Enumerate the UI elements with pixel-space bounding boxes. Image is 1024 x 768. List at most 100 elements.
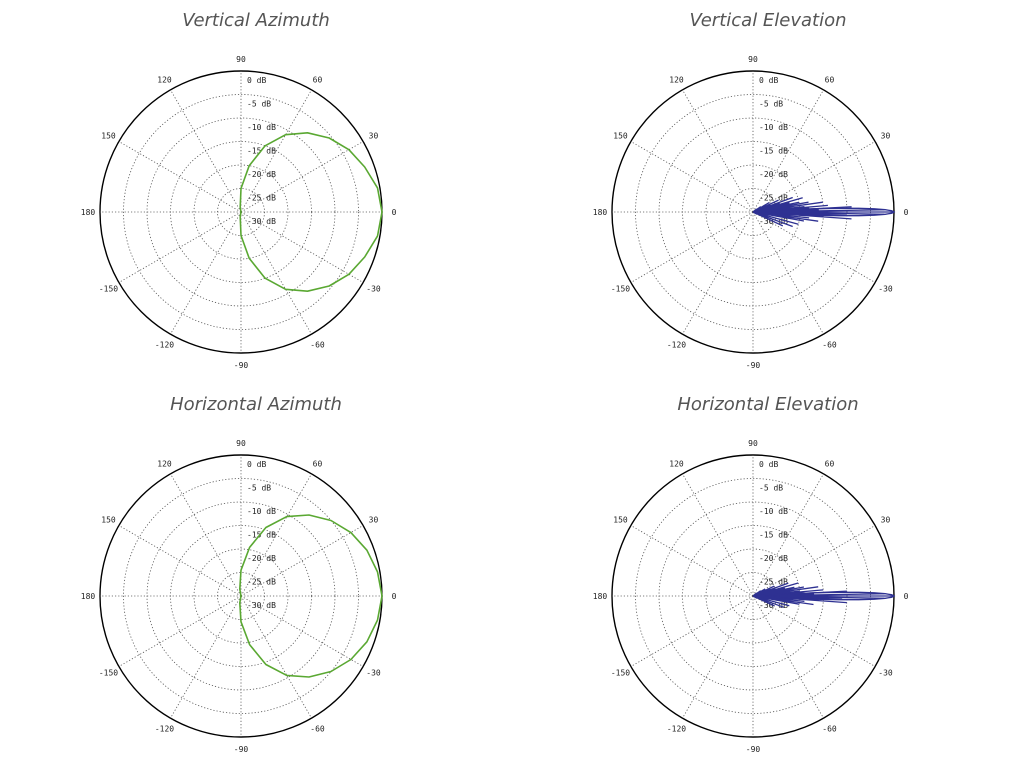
- grid-ring: [193, 164, 289, 260]
- radial-tick-label: -5 dB: [247, 484, 271, 493]
- radial-tick-label: -10 dB: [247, 507, 276, 516]
- radial-tick-label: -25 dB: [759, 194, 788, 203]
- angle-tick-label: 150: [613, 132, 628, 141]
- angle-tick-label: 30: [881, 132, 891, 141]
- main-lobe: [752, 591, 896, 601]
- grid-spoke: [630, 595, 754, 667]
- grid-spoke: [118, 595, 242, 667]
- grid-spoke: [682, 89, 754, 213]
- angle-tick-label: 180: [81, 592, 96, 601]
- angle-tick-label: -120: [155, 725, 174, 734]
- radial-tick-label: 0 dB: [247, 460, 266, 469]
- angle-tick-label: 180: [81, 208, 96, 217]
- angle-tick-label: -60: [822, 341, 837, 350]
- pattern-curve: [239, 132, 383, 292]
- pattern-curve: [239, 514, 383, 678]
- angle-tick-label: 30: [369, 516, 379, 525]
- angle-tick-label: -120: [155, 341, 174, 350]
- radial-tick-label: -10 dB: [759, 123, 788, 132]
- angle-tick-label: 90: [236, 439, 246, 448]
- grid-spoke: [240, 211, 364, 283]
- grid-spoke: [752, 595, 876, 667]
- angle-tick-label: 90: [748, 55, 758, 64]
- chart-title: Horizontal Azimuth: [170, 394, 342, 415]
- angle-tick-label: -150: [611, 285, 630, 294]
- grid-spoke: [170, 595, 242, 719]
- angle-tick-label: -30: [878, 669, 893, 678]
- angle-tick-label: -150: [99, 669, 118, 678]
- angle-tick-label: 30: [369, 132, 379, 141]
- radial-tick-label: -20 dB: [247, 170, 276, 179]
- main-lobe: [752, 207, 896, 217]
- angle-tick-label: 0: [392, 208, 397, 217]
- polar-plot: 0 30 60 90 120 150 180 -150 -120 -90 -60 -30 0 dB -5 …: [81, 439, 397, 754]
- radial-tick-label: -25 dB: [247, 578, 276, 587]
- angle-tick-label: -90: [234, 361, 249, 370]
- grid-spoke: [240, 595, 364, 667]
- polar-chart-horizontal-azimuth: Horizontal Azimuth 0 30 60 90 120 150 180 -150 -…: [0, 384, 512, 768]
- angle-tick-label: -120: [667, 725, 686, 734]
- angle-tick-label: 180: [593, 592, 608, 601]
- angle-tick-label: 90: [236, 55, 246, 64]
- angle-tick-label: -150: [99, 285, 118, 294]
- angle-tick-label: 180: [593, 208, 608, 217]
- angle-tick-label: -120: [667, 341, 686, 350]
- angle-tick-label: 120: [669, 459, 684, 468]
- angle-tick-label: -60: [822, 725, 837, 734]
- angle-tick-label: -150: [611, 669, 630, 678]
- grid-spoke: [682, 211, 754, 335]
- polar-chart-vertical-elevation: Vertical Elevation 0 30 60 90 120 150 180 -150 -…: [512, 0, 1024, 384]
- pattern-curve: [752, 196, 894, 228]
- angle-tick-label: 150: [101, 132, 116, 141]
- grid-spoke: [752, 211, 824, 335]
- angle-tick-label: -90: [746, 745, 761, 754]
- radial-tick-label: 0 dB: [247, 76, 266, 85]
- angle-tick-label: 120: [669, 75, 684, 84]
- radial-tick-label: -5 dB: [759, 100, 783, 109]
- radial-tick-label: -20 dB: [759, 170, 788, 179]
- angle-tick-label: -90: [746, 361, 761, 370]
- radial-tick-label: -20 dB: [247, 554, 276, 563]
- angle-tick-label: 120: [157, 459, 172, 468]
- grid-spoke: [630, 141, 754, 213]
- angle-tick-label: -60: [310, 725, 325, 734]
- angle-tick-label: 150: [613, 516, 628, 525]
- polar-plot: 0 30 60 90 120 150 180 -150 -120 -90 -60 -30 0 dB -5 …: [81, 55, 397, 370]
- grid-spoke: [752, 473, 824, 597]
- radial-tick-label: -20 dB: [759, 554, 788, 563]
- radial-tick-label: -15 dB: [247, 531, 276, 540]
- radial-tick-label: -25 dB: [759, 578, 788, 587]
- grid-spoke: [170, 473, 242, 597]
- angle-tick-label: 60: [313, 459, 323, 468]
- grid-spoke: [240, 525, 364, 597]
- grid-spoke: [682, 595, 754, 719]
- angle-tick-label: 30: [881, 516, 891, 525]
- radial-tick-label: -5 dB: [247, 100, 271, 109]
- angle-tick-label: 60: [825, 459, 835, 468]
- radial-tick-label: -5 dB: [759, 484, 783, 493]
- chart-title: Vertical Elevation: [689, 10, 847, 31]
- grid-spoke: [118, 211, 242, 283]
- grid-spoke: [118, 141, 242, 213]
- grid-spoke: [240, 595, 312, 719]
- radial-tick-label: -10 dB: [247, 123, 276, 132]
- grid-spoke: [752, 595, 824, 719]
- radial-tick-label: 0 dB: [759, 76, 778, 85]
- polar-chart-horizontal-elevation: Horizontal Elevation 0 30 60 90 120 150 180 -15…: [512, 384, 1024, 768]
- grid-spoke: [240, 141, 364, 213]
- angle-tick-label: -30: [878, 285, 893, 294]
- radial-tick-label: 0 dB: [759, 460, 778, 469]
- radial-tick-label: -30 dB: [247, 217, 276, 226]
- angle-tick-label: 90: [748, 439, 758, 448]
- angle-tick-label: 0: [904, 592, 909, 601]
- angle-tick-label: 120: [157, 75, 172, 84]
- grid-spoke: [240, 89, 312, 213]
- grid-spoke: [240, 211, 312, 335]
- grid-spoke: [752, 211, 876, 283]
- angle-tick-label: -90: [234, 745, 249, 754]
- radial-tick-label: -15 dB: [759, 147, 788, 156]
- grid-spoke: [118, 525, 242, 597]
- angle-tick-label: 0: [904, 208, 909, 217]
- chart-title: Vertical Azimuth: [182, 10, 330, 31]
- polar-chart-vertical-azimuth: Vertical Azimuth 0 30 60 90 120 150 180 -150 -12…: [0, 0, 512, 384]
